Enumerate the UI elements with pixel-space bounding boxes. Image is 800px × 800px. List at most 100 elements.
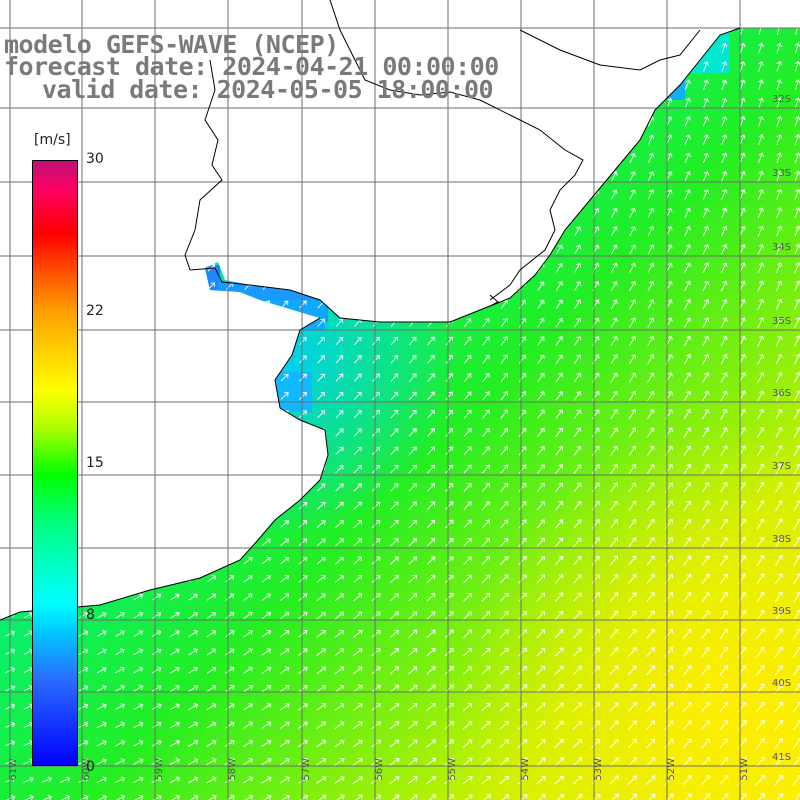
wind-arrow [757,225,765,237]
wind-arrow [499,611,509,620]
wind-arrow [572,647,582,657]
wind-arrow [703,79,709,90]
wind-arrow [243,703,254,711]
wind-arrow [646,500,655,511]
wind-arrow [316,611,326,620]
wind-arrow [518,464,527,474]
wind-arrow [242,776,254,784]
wind-arrow [646,665,655,676]
wind-arrow [353,648,363,656]
wind-arrow [335,501,344,510]
wind-arrow [703,61,709,72]
wind-arrow [701,610,710,621]
wind-arrow [462,721,473,730]
wind-arrow [739,79,746,90]
wind-arrow [78,794,89,800]
wind-arrow [279,630,290,638]
wind-arrow [610,372,618,383]
wind-arrow [683,555,692,566]
wind-arrow [500,519,509,529]
wind-arrow [299,300,307,309]
wind-arrow [628,610,637,621]
wind-arrow [774,609,783,621]
wind-arrow [701,665,710,676]
wind-arrow [664,610,674,621]
wind-arrow [591,519,600,529]
wind-arrow [536,446,545,456]
wind-arrow [390,446,399,456]
wind-arrow [537,299,545,310]
wind-arrow [371,776,382,784]
wind-arrow [371,519,381,529]
wind-arrow [610,299,618,310]
wind-arrow [628,464,637,475]
wind-arrow [573,574,582,584]
wind-arrow [647,317,655,328]
wind-arrow [776,60,783,72]
wind-arrow [426,776,437,785]
colorbar-tick-22: 22 [86,303,104,319]
wind-arrow [775,426,783,438]
wind-arrow [756,445,765,457]
wind-arrow [481,592,491,602]
lat-label-40S: 40S [772,678,791,689]
wind-arrow [427,354,435,364]
wind-arrow [426,519,436,529]
wind-arrow [646,628,655,639]
wind-arrow [445,391,454,401]
wind-arrow [96,703,107,710]
wind-arrow [316,684,327,693]
wind-arrow [702,353,710,365]
wind-arrow [372,410,381,419]
wind-arrow [591,738,601,749]
wind-arrow [756,701,765,713]
wind-arrow [297,739,309,748]
wind-arrow [316,501,326,510]
wind-arrow [739,97,746,109]
wind-arrow [334,721,345,730]
wind-arrow [317,318,325,327]
wind-arrow [261,593,271,601]
wind-arrow [518,501,527,511]
wind-arrow [703,97,709,109]
wind-arrow [444,739,455,748]
wind-arrow [755,774,765,786]
wind-arrow [261,630,272,638]
wind-arrow [684,317,691,328]
wind-arrow [554,739,564,749]
wind-arrow [408,354,417,364]
wind-arrow [775,317,783,329]
wind-arrow [445,373,453,383]
wind-arrow [353,410,362,419]
wind-arrow [628,482,637,493]
wind-arrow [371,666,381,675]
wind-arrow [114,721,126,729]
wind-arrow [444,592,454,602]
wind-arrow [335,520,344,528]
wind-arrow [133,685,144,692]
wind-arrow [647,152,655,163]
wind-arrow [518,427,527,438]
wind-arrow [389,611,399,620]
wind-arrow [592,427,600,438]
wind-arrow [628,445,637,456]
wind-arrow [335,410,344,419]
wind-arrow [683,518,692,530]
wind-arrow [611,189,618,200]
wind-arrow [353,556,363,565]
wind-arrow [572,757,583,767]
wind-arrow [500,354,508,364]
wind-arrow [554,574,564,584]
wind-arrow [591,555,600,566]
wind-arrow [335,556,344,565]
wind-arrow [481,537,491,547]
wind-arrow [426,464,436,474]
wind-arrow [96,794,107,800]
wind-arrow [573,555,582,566]
wind-arrow [407,721,418,730]
wind-arrow [702,390,710,402]
wind-arrow [261,703,272,711]
wind-arrow [774,701,784,713]
wind-arrow [574,317,582,328]
wind-arrow [280,593,290,601]
